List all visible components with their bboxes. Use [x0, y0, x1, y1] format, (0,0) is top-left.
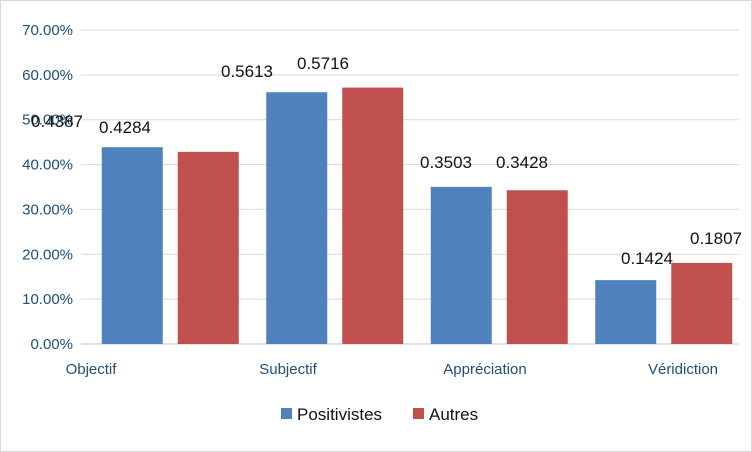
data-label: 0.4284 [99, 118, 151, 137]
bar-positivistes-0 [101, 147, 163, 344]
data-label: 0.3503 [420, 153, 472, 172]
y-tick-label: 60.00% [22, 67, 73, 84]
data-label: 0.5716 [297, 54, 349, 73]
bar-positivistes-1 [266, 92, 328, 344]
legend-swatch [413, 408, 424, 419]
x-category-label: Objectif [66, 361, 118, 378]
bar-autres-0 [177, 151, 239, 344]
y-tick-label: 40.00% [22, 157, 73, 174]
data-label: 0.1424 [621, 249, 673, 268]
x-category-label: Appréciation [443, 361, 526, 378]
bar-positivistes-2 [430, 186, 492, 344]
bar-autres-3 [671, 262, 733, 344]
y-tick-label: 30.00% [22, 201, 73, 218]
legend-label: Autres [429, 405, 478, 424]
x-category-label: Véridiction [648, 361, 718, 378]
y-tick-label: 50.00% [22, 112, 73, 129]
data-label: 0.4387 [31, 112, 83, 131]
y-tick-label: 20.00% [22, 246, 73, 263]
bar-autres-1 [342, 87, 404, 345]
bar-positivistes-3 [595, 280, 657, 344]
data-label: 0.1807 [690, 229, 742, 248]
legend-label: Positivistes [297, 405, 382, 424]
x-category-label: Subjectif [259, 361, 317, 378]
y-tick-label: 10.00% [22, 291, 73, 308]
data-label: 0.5613 [221, 62, 273, 81]
bar-autres-2 [506, 190, 568, 344]
data-label: 0.3428 [496, 153, 548, 172]
y-tick-label: 0.00% [30, 336, 73, 353]
legend-swatch [281, 408, 292, 419]
y-tick-label: 70.00% [22, 22, 73, 39]
